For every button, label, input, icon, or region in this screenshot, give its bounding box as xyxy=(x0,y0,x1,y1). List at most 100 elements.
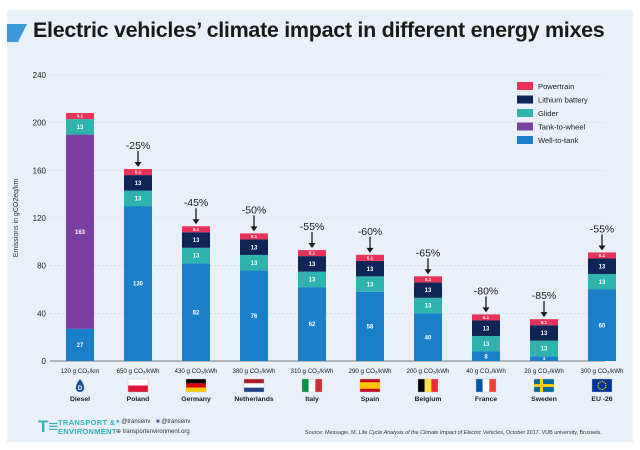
legend-label: Well-to-tank xyxy=(538,136,579,145)
bar-segment-well-to-tank xyxy=(530,356,558,361)
reduction-arrow-head xyxy=(308,243,316,249)
facebook-handle[interactable]: ■ @transenv xyxy=(156,419,191,425)
y-tick-label: 40 xyxy=(37,309,46,318)
website-link[interactable]: ⊕ transportenvironment.org xyxy=(116,429,190,435)
flag-stripe xyxy=(592,379,612,392)
segment-value-label: 13 xyxy=(309,278,316,284)
x-tick-label: 380 g CO₂/kWh xyxy=(233,368,277,375)
reduction-label: -45% xyxy=(184,197,209,209)
segment-value-label: 13 xyxy=(541,347,548,353)
reduction-label: -55% xyxy=(590,223,615,235)
country-label: Netherlands xyxy=(234,396,274,403)
fuel-drop-icon xyxy=(75,379,85,392)
bar-segment-lithium-battery xyxy=(298,256,326,272)
country-label: Poland xyxy=(127,396,150,403)
flag-star xyxy=(597,386,600,389)
bar-segment-glider xyxy=(240,254,268,271)
reduction-arrow-head xyxy=(250,226,258,232)
fuel-drop-letter: D xyxy=(78,386,83,392)
flag-star xyxy=(605,384,607,387)
segment-value-label: 5.1 xyxy=(193,227,200,232)
bar-segment-powertrain xyxy=(472,314,500,321)
bar-segment-well-to-tank xyxy=(356,291,384,361)
org-name-line1: TRANSPORT & xyxy=(58,418,116,427)
segment-value-label: 13 xyxy=(599,280,606,286)
bar-segment-lithium-battery xyxy=(124,175,152,191)
segment-value-label: 40 xyxy=(425,335,432,341)
flag-border xyxy=(591,378,613,393)
segment-value-label: 5.1 xyxy=(599,253,606,258)
x-tick-label: 40 g CO₂/kWh xyxy=(466,368,506,375)
segment-value-label: 5.1 xyxy=(309,251,316,256)
flag-stripe xyxy=(244,387,264,392)
flag-stripe xyxy=(476,379,483,392)
bar-segment-powertrain xyxy=(414,276,442,283)
reduction-label: -60% xyxy=(358,226,383,238)
country-label: EU -26 xyxy=(591,396,612,403)
country-label: France xyxy=(475,396,498,403)
flag-stripe xyxy=(244,383,264,388)
flag-border xyxy=(417,378,439,393)
legend-swatch xyxy=(517,136,533,144)
bar-segment-well-to-tank xyxy=(66,328,94,361)
segment-value-label: 13 xyxy=(77,125,84,131)
segment-value-label: 13 xyxy=(251,245,258,251)
flag-stripe xyxy=(482,379,490,392)
bar-segment-powertrain xyxy=(356,254,384,261)
bar-segment-tank-to-wheel xyxy=(66,134,94,329)
flag-border xyxy=(533,378,555,393)
flag-star xyxy=(599,388,601,390)
facebook-icon: ■ xyxy=(156,419,160,425)
y-tick-label: 80 xyxy=(37,262,46,271)
bar-segment-well-to-tank xyxy=(472,351,500,361)
segment-value-label: 13 xyxy=(425,288,432,294)
flag-star xyxy=(601,388,603,391)
bar-segment-well-to-tank xyxy=(240,270,268,361)
flag-star xyxy=(604,382,607,385)
bar-segment-powertrain xyxy=(530,319,558,326)
segment-value-label: 13 xyxy=(483,326,490,332)
y-tick-label: 240 xyxy=(33,71,47,80)
reduction-label: -50% xyxy=(242,204,267,216)
segment-value-label: 5.1 xyxy=(425,277,432,282)
globe-icon: ⊕ xyxy=(116,429,122,435)
flag-stripe xyxy=(418,379,425,392)
bar-segment-powertrain xyxy=(240,233,268,240)
te-logo-icon: T≡ xyxy=(38,417,59,436)
flag-border xyxy=(301,378,323,393)
segment-value-label: 130 xyxy=(133,282,144,288)
twitter-handle[interactable]: ● @transenv xyxy=(116,419,151,425)
bar-segment-glider xyxy=(472,335,500,352)
bar-segment-powertrain xyxy=(66,113,94,120)
flag-stripe xyxy=(186,387,206,392)
reduction-label: -25% xyxy=(126,140,151,152)
segment-value-label: 5.1 xyxy=(541,320,548,325)
segment-value-label: 4 xyxy=(543,356,546,361)
flag-stripe xyxy=(302,379,309,392)
flag-stripe xyxy=(128,379,148,386)
segment-value-label: 13 xyxy=(135,196,142,202)
reduction-arrow-head xyxy=(134,162,142,168)
country-label: Diesel xyxy=(70,396,90,403)
flag-border xyxy=(475,378,497,393)
reduction-arrow-head xyxy=(540,312,548,318)
reduction-label: -85% xyxy=(532,290,557,302)
bar-segment-well-to-tank xyxy=(182,263,210,361)
org-name-line2: ENVIRONMENT xyxy=(58,427,117,436)
country-label: Belgium xyxy=(415,396,442,403)
x-tick-label: 290 g CO₂/kWh xyxy=(349,368,393,375)
country-label: Italy xyxy=(305,396,319,403)
segment-value-label: 13 xyxy=(541,331,548,337)
flag-border xyxy=(359,378,381,393)
flag-stripe xyxy=(186,383,206,388)
segment-value-label: 13 xyxy=(425,304,432,310)
flag-stripe xyxy=(424,379,432,392)
flag-stripe xyxy=(315,379,322,392)
segment-value-label: 27 xyxy=(77,343,84,349)
source-note: Source: Messagie, M. Life Cycle Analysis… xyxy=(305,430,602,436)
x-tick-label: 200 g CO₂/kWh xyxy=(407,368,451,375)
reduction-arrow-head xyxy=(482,307,490,313)
reduction-label: -65% xyxy=(416,247,441,259)
y-tick-label: 200 xyxy=(33,119,47,128)
page-title: Electric vehicles’ climate impact in dif… xyxy=(33,18,605,42)
